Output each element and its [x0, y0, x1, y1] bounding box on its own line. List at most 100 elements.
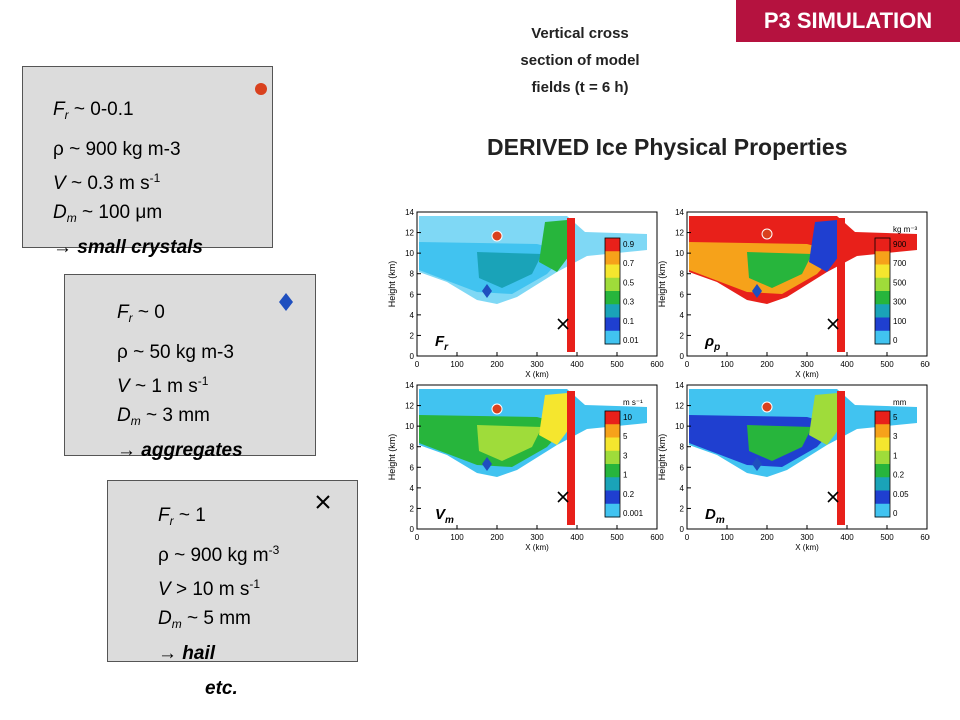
- panel-label-sub: r: [444, 342, 449, 353]
- colorbar-frame: [874, 410, 891, 518]
- colorbar-label: 1: [623, 471, 628, 480]
- y-tick-label: 10: [405, 249, 414, 258]
- y-tick-label: 0: [410, 352, 415, 361]
- colorbar-segment: [605, 490, 620, 505]
- x-axis-label: X (km): [525, 370, 549, 379]
- frost-fraction-line: Fr ~ 0-0.1: [53, 99, 134, 122]
- y-tick-label: 14: [405, 381, 414, 390]
- colorbar-segment: [605, 291, 620, 305]
- colorbar-label: 5: [893, 413, 898, 422]
- density-line: ρ ~ 50 kg m-3: [117, 342, 234, 363]
- x-tick-label: 0: [685, 533, 690, 542]
- colorbar-label: 0.05: [893, 490, 909, 499]
- colorbar-label: 0.2: [893, 471, 905, 480]
- mean-diameter-line: Dm ~ 5 mm: [158, 608, 251, 631]
- x-tick-label: 100: [720, 533, 734, 542]
- fall-speed-line: V ~ 0.3 m s-1: [53, 171, 161, 194]
- y-tick-label: 0: [410, 525, 415, 534]
- colorbar-segment: [875, 264, 890, 279]
- cross-icon: [557, 491, 569, 503]
- y-tick-label: 6: [680, 290, 685, 299]
- y-tick-label: 4: [410, 311, 415, 320]
- colorbar-segment: [605, 264, 620, 279]
- colorbar-label: 5: [623, 432, 628, 441]
- panel: 0 100 200 300 400 500 600 0 2 4 6 8 10 12 14 X (km) Heig…: [387, 208, 664, 379]
- etc-label: etc.: [205, 678, 238, 699]
- x-tick-label: 400: [840, 360, 854, 369]
- result-line: → aggregates: [117, 440, 243, 461]
- colorbar-label: 0.01: [623, 336, 639, 345]
- y-tick-label: 8: [410, 443, 415, 452]
- y-tick-label: 2: [680, 331, 685, 340]
- x-tick-label: 400: [570, 360, 584, 369]
- y-tick-label: 6: [410, 290, 415, 299]
- y-tick-label: 2: [680, 504, 685, 513]
- x-tick-label: 200: [490, 360, 504, 369]
- x-tick-label: 200: [760, 533, 774, 542]
- diamond-icon: [482, 457, 492, 471]
- diamond-icon: [752, 457, 762, 471]
- x-tick-label: 100: [450, 533, 464, 542]
- x-tick-label: 200: [760, 360, 774, 369]
- y-tick-label: 10: [675, 249, 684, 258]
- panel-label-sub: p: [713, 342, 720, 353]
- caption-line: section of model: [520, 52, 640, 69]
- field-region: [747, 252, 812, 288]
- diamond-icon: [752, 284, 762, 298]
- circle-icon: [491, 230, 503, 242]
- x-tick-label: 500: [610, 533, 624, 542]
- y-tick-label: 14: [405, 208, 414, 217]
- panel: 0 100 200 300 400 500 600 0 2 4 6 8 10 12 14 X (km) Heig…: [657, 208, 930, 379]
- convective-core: [837, 391, 845, 525]
- colorbar-segment: [605, 304, 620, 318]
- colorbar-segment: [875, 317, 890, 332]
- y-tick-label: 8: [680, 270, 685, 279]
- colorbar-segment: [875, 251, 890, 265]
- colorbar-segment: [875, 503, 890, 518]
- caption-line: fields (t = 6 h): [531, 79, 629, 96]
- x-tick-label: 200: [490, 533, 504, 542]
- y-tick-label: 4: [680, 484, 685, 493]
- colorbar-label: 10: [623, 413, 632, 422]
- simulation-tag: P3 SIMULATION: [736, 0, 960, 42]
- colorbar-label: 0.1: [623, 317, 635, 326]
- colorbar-label: 0.9: [623, 240, 635, 249]
- convective-core: [567, 218, 575, 352]
- panel-label-sub: m: [716, 515, 725, 526]
- y-axis-label: Height (km): [657, 434, 667, 481]
- y-tick-label: 12: [675, 229, 684, 238]
- cross-icon: [827, 491, 839, 503]
- colorbar-label: 0.5: [623, 278, 635, 287]
- diamond-icon: [482, 284, 492, 298]
- x-tick-label: 0: [415, 533, 420, 542]
- colorbar-frame: [874, 237, 891, 345]
- colorbar-segment: [875, 424, 890, 438]
- colorbar-label: 500: [893, 278, 907, 287]
- small-crystals-box: Fr ~ 0-0.1 ρ ~ 900 kg m-3 V ~ 0.3 m s-1 …: [22, 66, 273, 258]
- colorbar-label: 0.3: [623, 298, 635, 307]
- field-region: [539, 220, 572, 272]
- field-region: [477, 425, 542, 461]
- density-line: ρ ~ 900 kg m-3: [158, 543, 280, 566]
- y-tick-label: 12: [405, 229, 414, 238]
- x-tick-label: 400: [840, 533, 854, 542]
- x-tick-label: 600: [650, 360, 664, 369]
- section-heading: DERIVED Ice Physical Properties: [487, 134, 848, 160]
- colorbar-unit: kg m⁻³: [893, 225, 918, 234]
- colorbar-segment: [605, 503, 620, 518]
- y-tick-label: 14: [675, 381, 684, 390]
- colorbar-segment: [605, 464, 620, 478]
- y-tick-label: 2: [410, 331, 415, 340]
- colorbar-label: 0.001: [623, 509, 644, 518]
- x-tick-label: 300: [530, 533, 544, 542]
- panel-label-sub: m: [445, 515, 454, 526]
- colorbar-segment: [875, 238, 890, 252]
- x-tick-label: 100: [720, 360, 734, 369]
- colorbar-label: 900: [893, 240, 907, 249]
- mean-diameter-line: Dm ~ 3 mm: [117, 405, 210, 428]
- colorbar-segment: [605, 424, 620, 438]
- colorbar-label: 0: [893, 509, 898, 518]
- colorbar-segment: [875, 477, 890, 491]
- cross-icon: [827, 318, 839, 330]
